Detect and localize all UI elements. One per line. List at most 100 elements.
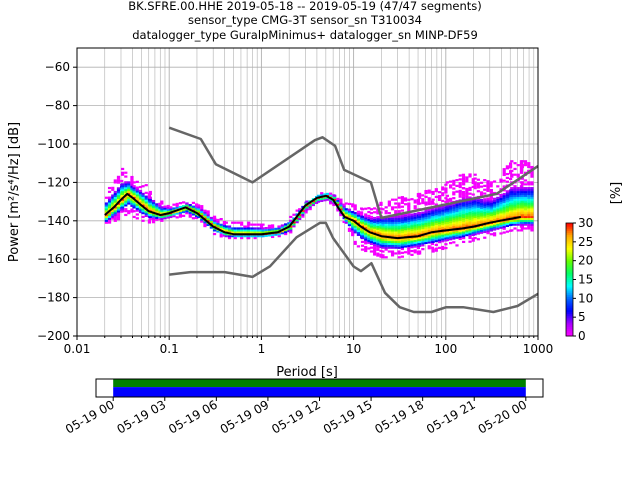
y-tick-label: −100 bbox=[37, 137, 70, 151]
density-cell bbox=[381, 256, 385, 259]
density-cell bbox=[496, 212, 500, 215]
density-cell bbox=[369, 219, 374, 222]
density-cell bbox=[277, 235, 281, 238]
density-cell bbox=[476, 232, 480, 235]
density-cell bbox=[379, 249, 383, 252]
density-cell bbox=[468, 186, 472, 190]
density-cell bbox=[520, 202, 524, 205]
density-cell bbox=[113, 192, 117, 196]
density-cell bbox=[191, 205, 196, 208]
density-cell bbox=[413, 241, 417, 244]
density-cell bbox=[247, 231, 251, 234]
density-cell bbox=[455, 223, 459, 226]
density-cell bbox=[489, 210, 493, 213]
density-cell bbox=[479, 222, 484, 225]
timeline-tick-label: 05-19 12 bbox=[269, 397, 323, 436]
density-cell bbox=[155, 214, 159, 217]
density-cell bbox=[505, 220, 509, 224]
density-cell bbox=[144, 210, 148, 214]
density-cell bbox=[390, 244, 395, 247]
density-cell bbox=[410, 230, 414, 233]
density-cell bbox=[287, 222, 291, 225]
density-cell bbox=[151, 201, 156, 205]
density-cell bbox=[508, 177, 513, 181]
density-cell bbox=[367, 228, 371, 231]
density-cell bbox=[492, 199, 497, 202]
density-cell bbox=[523, 187, 528, 190]
density-cell bbox=[473, 198, 477, 201]
density-cell bbox=[458, 230, 462, 233]
density-cell bbox=[203, 221, 207, 224]
density-cell bbox=[492, 222, 497, 225]
density-cell bbox=[342, 211, 346, 214]
density-cell bbox=[516, 173, 520, 176]
density-cell bbox=[413, 212, 417, 216]
density-cell bbox=[390, 250, 395, 253]
density-cell bbox=[219, 235, 223, 238]
density-cell bbox=[295, 217, 299, 220]
density-cell bbox=[471, 201, 475, 204]
density-cell bbox=[231, 221, 235, 224]
density-cell bbox=[253, 223, 257, 226]
density-cell bbox=[407, 227, 411, 230]
density-cell bbox=[520, 165, 524, 169]
density-cell bbox=[505, 205, 509, 208]
density-cell bbox=[523, 212, 528, 215]
density-cell bbox=[513, 173, 517, 176]
density-cell bbox=[530, 175, 534, 178]
density-cell bbox=[261, 229, 265, 232]
density-cell bbox=[381, 227, 385, 230]
density-cell bbox=[452, 210, 456, 213]
density-cell bbox=[444, 187, 448, 190]
density-cell bbox=[479, 200, 484, 204]
density-cell bbox=[449, 236, 453, 239]
colorbar-segment bbox=[566, 324, 573, 328]
density-cell bbox=[227, 235, 232, 238]
density-cell bbox=[292, 217, 296, 220]
density-cell bbox=[410, 244, 414, 247]
density-cell bbox=[476, 205, 480, 208]
density-cell bbox=[455, 219, 459, 222]
density-cell bbox=[124, 171, 128, 174]
density-cell bbox=[169, 206, 173, 209]
density-cell bbox=[379, 242, 383, 245]
density-cell bbox=[434, 207, 438, 210]
density-cell bbox=[267, 230, 271, 233]
density-cell bbox=[492, 224, 497, 227]
density-cell bbox=[510, 169, 514, 172]
density-cell bbox=[476, 201, 480, 204]
density-cell bbox=[499, 199, 503, 202]
density-cell bbox=[400, 251, 404, 254]
colorbar-segment bbox=[566, 253, 573, 256]
density-cell bbox=[471, 199, 475, 202]
density-cell bbox=[502, 212, 506, 215]
density-cell bbox=[523, 213, 528, 217]
density-cell bbox=[434, 214, 438, 218]
density-cell bbox=[130, 189, 134, 192]
density-cell bbox=[364, 213, 368, 216]
density-cell bbox=[441, 226, 445, 229]
density-cell bbox=[116, 191, 121, 194]
density-cell bbox=[316, 198, 321, 201]
density-cell bbox=[369, 208, 374, 211]
density-cell bbox=[390, 235, 395, 238]
density-cell bbox=[431, 190, 435, 194]
density-cell bbox=[441, 194, 445, 197]
density-cell bbox=[427, 241, 431, 244]
density-cell bbox=[387, 202, 391, 205]
density-cell bbox=[353, 227, 357, 230]
density-cell bbox=[394, 198, 398, 201]
density-cell bbox=[351, 222, 355, 225]
density-cell bbox=[468, 204, 472, 207]
density-cell bbox=[527, 187, 531, 190]
density-cell bbox=[465, 222, 469, 225]
density-cell bbox=[430, 242, 435, 246]
density-cell bbox=[449, 232, 453, 235]
coverage-bar bbox=[113, 387, 526, 397]
density-cell bbox=[376, 225, 380, 228]
density-cell bbox=[427, 235, 431, 238]
x-tick-label: 1 bbox=[258, 342, 266, 356]
density-cell bbox=[311, 203, 315, 207]
density-cell bbox=[476, 184, 480, 187]
